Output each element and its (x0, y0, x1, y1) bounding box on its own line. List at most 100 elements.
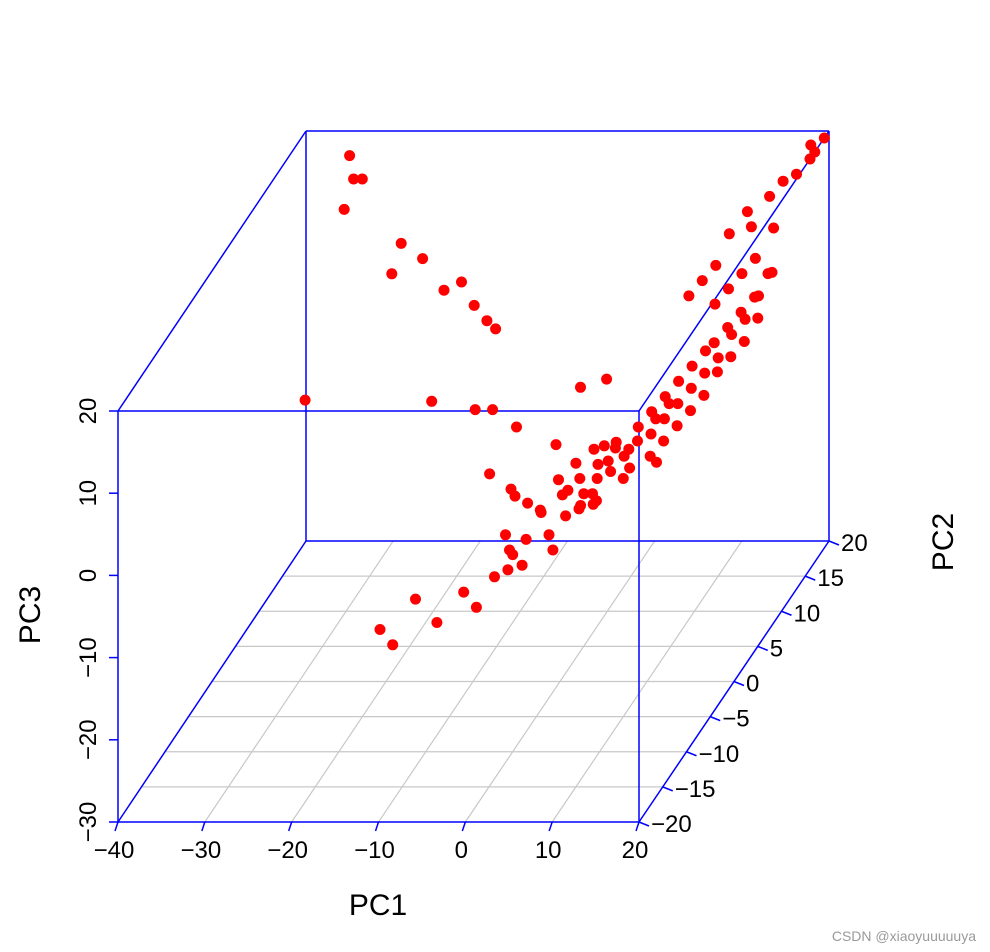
data-point (710, 259, 722, 271)
box-edge (117, 540, 307, 823)
data-point (735, 306, 747, 318)
data-point (507, 549, 519, 561)
data-point (469, 404, 481, 416)
data-point (516, 559, 528, 571)
data-point (632, 435, 643, 447)
data-point (777, 175, 789, 187)
data-point (426, 395, 438, 407)
data-point (698, 389, 710, 401)
x-tick (287, 821, 293, 832)
data-point (598, 440, 610, 452)
data-point (481, 315, 493, 327)
y-tick (686, 751, 697, 757)
data-point (489, 571, 500, 583)
data-point (818, 132, 830, 144)
data-point (575, 381, 586, 393)
x-tick-label: −20 (267, 837, 308, 864)
watermark: CSDN @xiaoyuuuuuya (831, 928, 976, 944)
floor-grid (141, 540, 806, 823)
data-point (749, 252, 761, 264)
data-point (749, 291, 761, 303)
data-point (685, 382, 697, 394)
y-tick-label: 0 (746, 671, 759, 698)
y-tick-label: −15 (675, 776, 716, 803)
data-point (591, 473, 603, 484)
y-tick (804, 575, 816, 581)
data-point (395, 237, 407, 249)
data-point (338, 203, 350, 215)
y-tick-label: −10 (699, 741, 740, 768)
y-tick-label: −20 (651, 811, 692, 838)
data-point (610, 436, 622, 448)
data-point (534, 504, 546, 516)
z-tick-label: −20 (75, 719, 102, 760)
data-point (356, 173, 368, 185)
y-tick (828, 540, 840, 546)
y-tick-label: 20 (841, 530, 868, 557)
data-point (543, 529, 555, 541)
data-point (632, 421, 644, 433)
data-point (490, 323, 502, 335)
data-point (736, 268, 748, 280)
z-tick-label: 10 (75, 480, 102, 507)
x-tick (635, 821, 640, 832)
z-tick-label: −10 (75, 637, 102, 678)
data-point (573, 503, 585, 515)
data-point (386, 268, 398, 280)
box-edge (117, 130, 307, 412)
data-point (683, 290, 695, 302)
y-tick (757, 645, 769, 652)
data-point (768, 222, 780, 234)
data-points (299, 132, 830, 651)
data-point (417, 253, 429, 265)
data-point (722, 322, 734, 333)
data-point (550, 439, 562, 451)
data-point (570, 457, 582, 469)
data-point (487, 404, 499, 416)
data-point (374, 624, 386, 635)
data-point (663, 398, 675, 410)
data-point (522, 497, 534, 509)
data-point (671, 420, 683, 432)
data-point (791, 168, 802, 180)
y-tick (733, 680, 745, 687)
x-tick (374, 821, 380, 832)
data-point (685, 405, 696, 417)
data-point (587, 488, 598, 500)
data-point (805, 139, 817, 151)
z-tick-label: 0 (75, 569, 102, 582)
data-point (708, 337, 720, 349)
data-point (650, 413, 662, 425)
data-point (588, 443, 600, 455)
data-point (299, 394, 311, 406)
data-point (617, 473, 629, 484)
data-point (601, 373, 613, 385)
data-point (711, 366, 723, 378)
y-tick-label: −5 (722, 706, 749, 733)
data-point (700, 345, 711, 357)
data-point (520, 533, 532, 545)
x-tick-label: 20 (622, 837, 649, 864)
y-tick-label: 5 (770, 635, 783, 662)
data-point (605, 466, 617, 477)
data-point (623, 443, 635, 455)
x-tick-label: −10 (354, 837, 395, 864)
y-tick (781, 610, 792, 616)
data-point (560, 510, 572, 522)
data-point (387, 639, 399, 651)
data-point (672, 398, 684, 410)
data-point (738, 336, 750, 347)
z-axis-title: PC3 (14, 586, 47, 644)
data-point (752, 312, 764, 324)
data-point (511, 421, 522, 433)
x-tick-label: 10 (535, 837, 562, 864)
data-point (644, 450, 656, 462)
y-tick (638, 821, 650, 827)
tick-labels: −40 −30 −20 −10 0 10 20−20−15−10−505101520−30−… (75, 398, 868, 864)
data-point (686, 360, 698, 372)
data-point (645, 428, 657, 440)
data-point (745, 221, 757, 233)
data-point (344, 150, 356, 162)
y-tick (662, 786, 674, 792)
data-point (712, 352, 724, 364)
